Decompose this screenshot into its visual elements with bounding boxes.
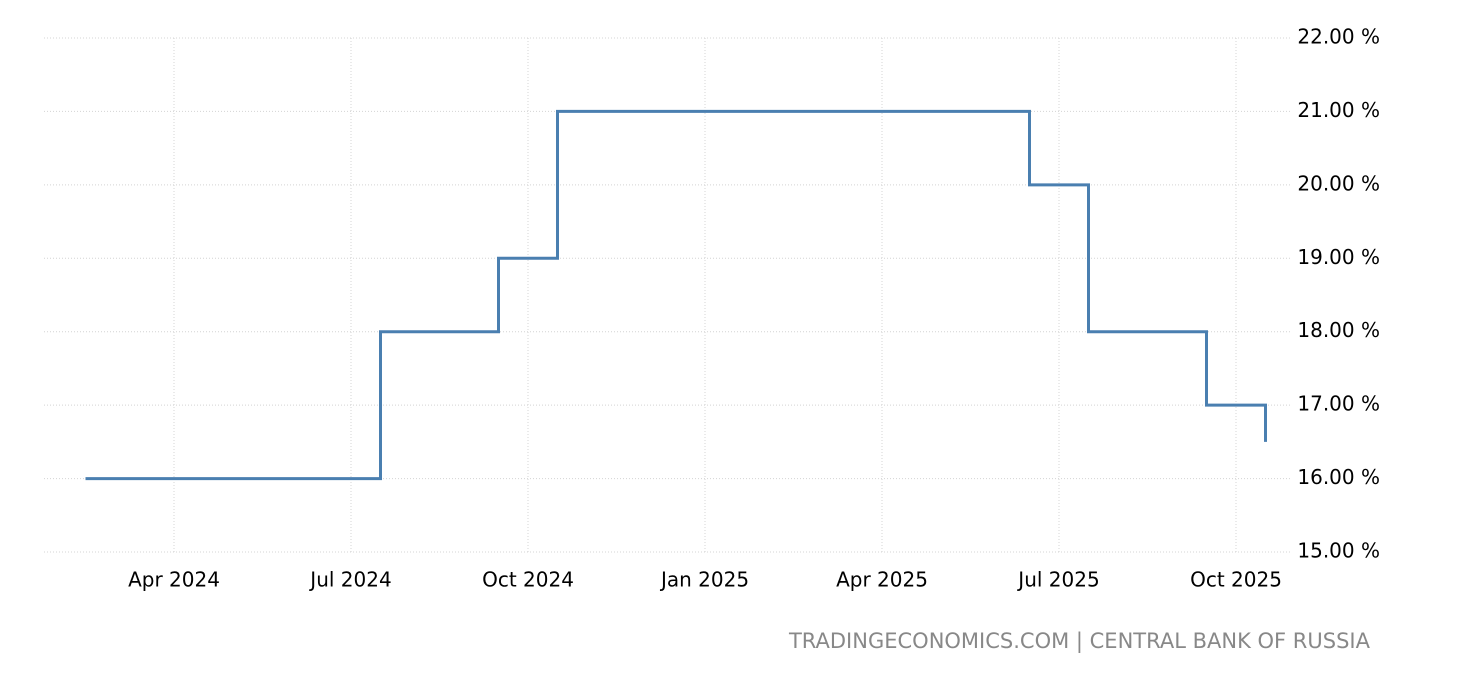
rate-line: [85, 109, 1267, 481]
x-tick-label: Oct 2025: [1190, 568, 1282, 592]
y-tick-label: 19.00 %: [1297, 245, 1380, 269]
y-tick-label: 16.00 %: [1297, 465, 1380, 489]
x-tick-label: Apr 2025: [836, 568, 928, 592]
x-tick-label: Jan 2025: [659, 568, 749, 592]
y-tick-label: 15.00 %: [1297, 539, 1380, 563]
x-tick-label: Apr 2024: [128, 568, 220, 592]
x-tick-label: Oct 2024: [482, 568, 574, 592]
source: TRADINGECONOMICS.COM | CENTRAL BANK OF R…: [788, 629, 1371, 654]
y-tick-label: 18.00 %: [1297, 318, 1380, 342]
x-tick-label: Jul 2025: [1016, 568, 1099, 592]
y-tick-label: 17.00 %: [1297, 392, 1380, 416]
y-tick-label: 20.00 %: [1297, 171, 1380, 195]
y-tick-label: 22.00 %: [1297, 25, 1380, 49]
y-tick-label: 21.00 %: [1297, 98, 1380, 122]
x-tick-label: Jul 2024: [308, 568, 391, 592]
